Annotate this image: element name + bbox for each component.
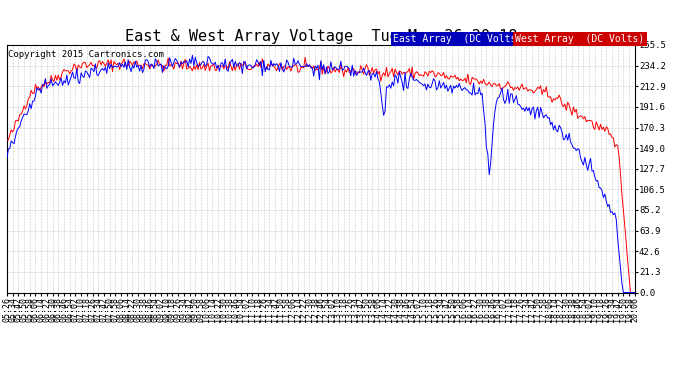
Title: East & West Array Voltage  Tue May 26 20:18: East & West Array Voltage Tue May 26 20:… xyxy=(125,29,517,44)
Text: Copyright 2015 Cartronics.com: Copyright 2015 Cartronics.com xyxy=(8,50,164,59)
Text: East Array  (DC Volts): East Array (DC Volts) xyxy=(393,34,522,44)
Text: West Array  (DC Volts): West Array (DC Volts) xyxy=(515,34,644,44)
